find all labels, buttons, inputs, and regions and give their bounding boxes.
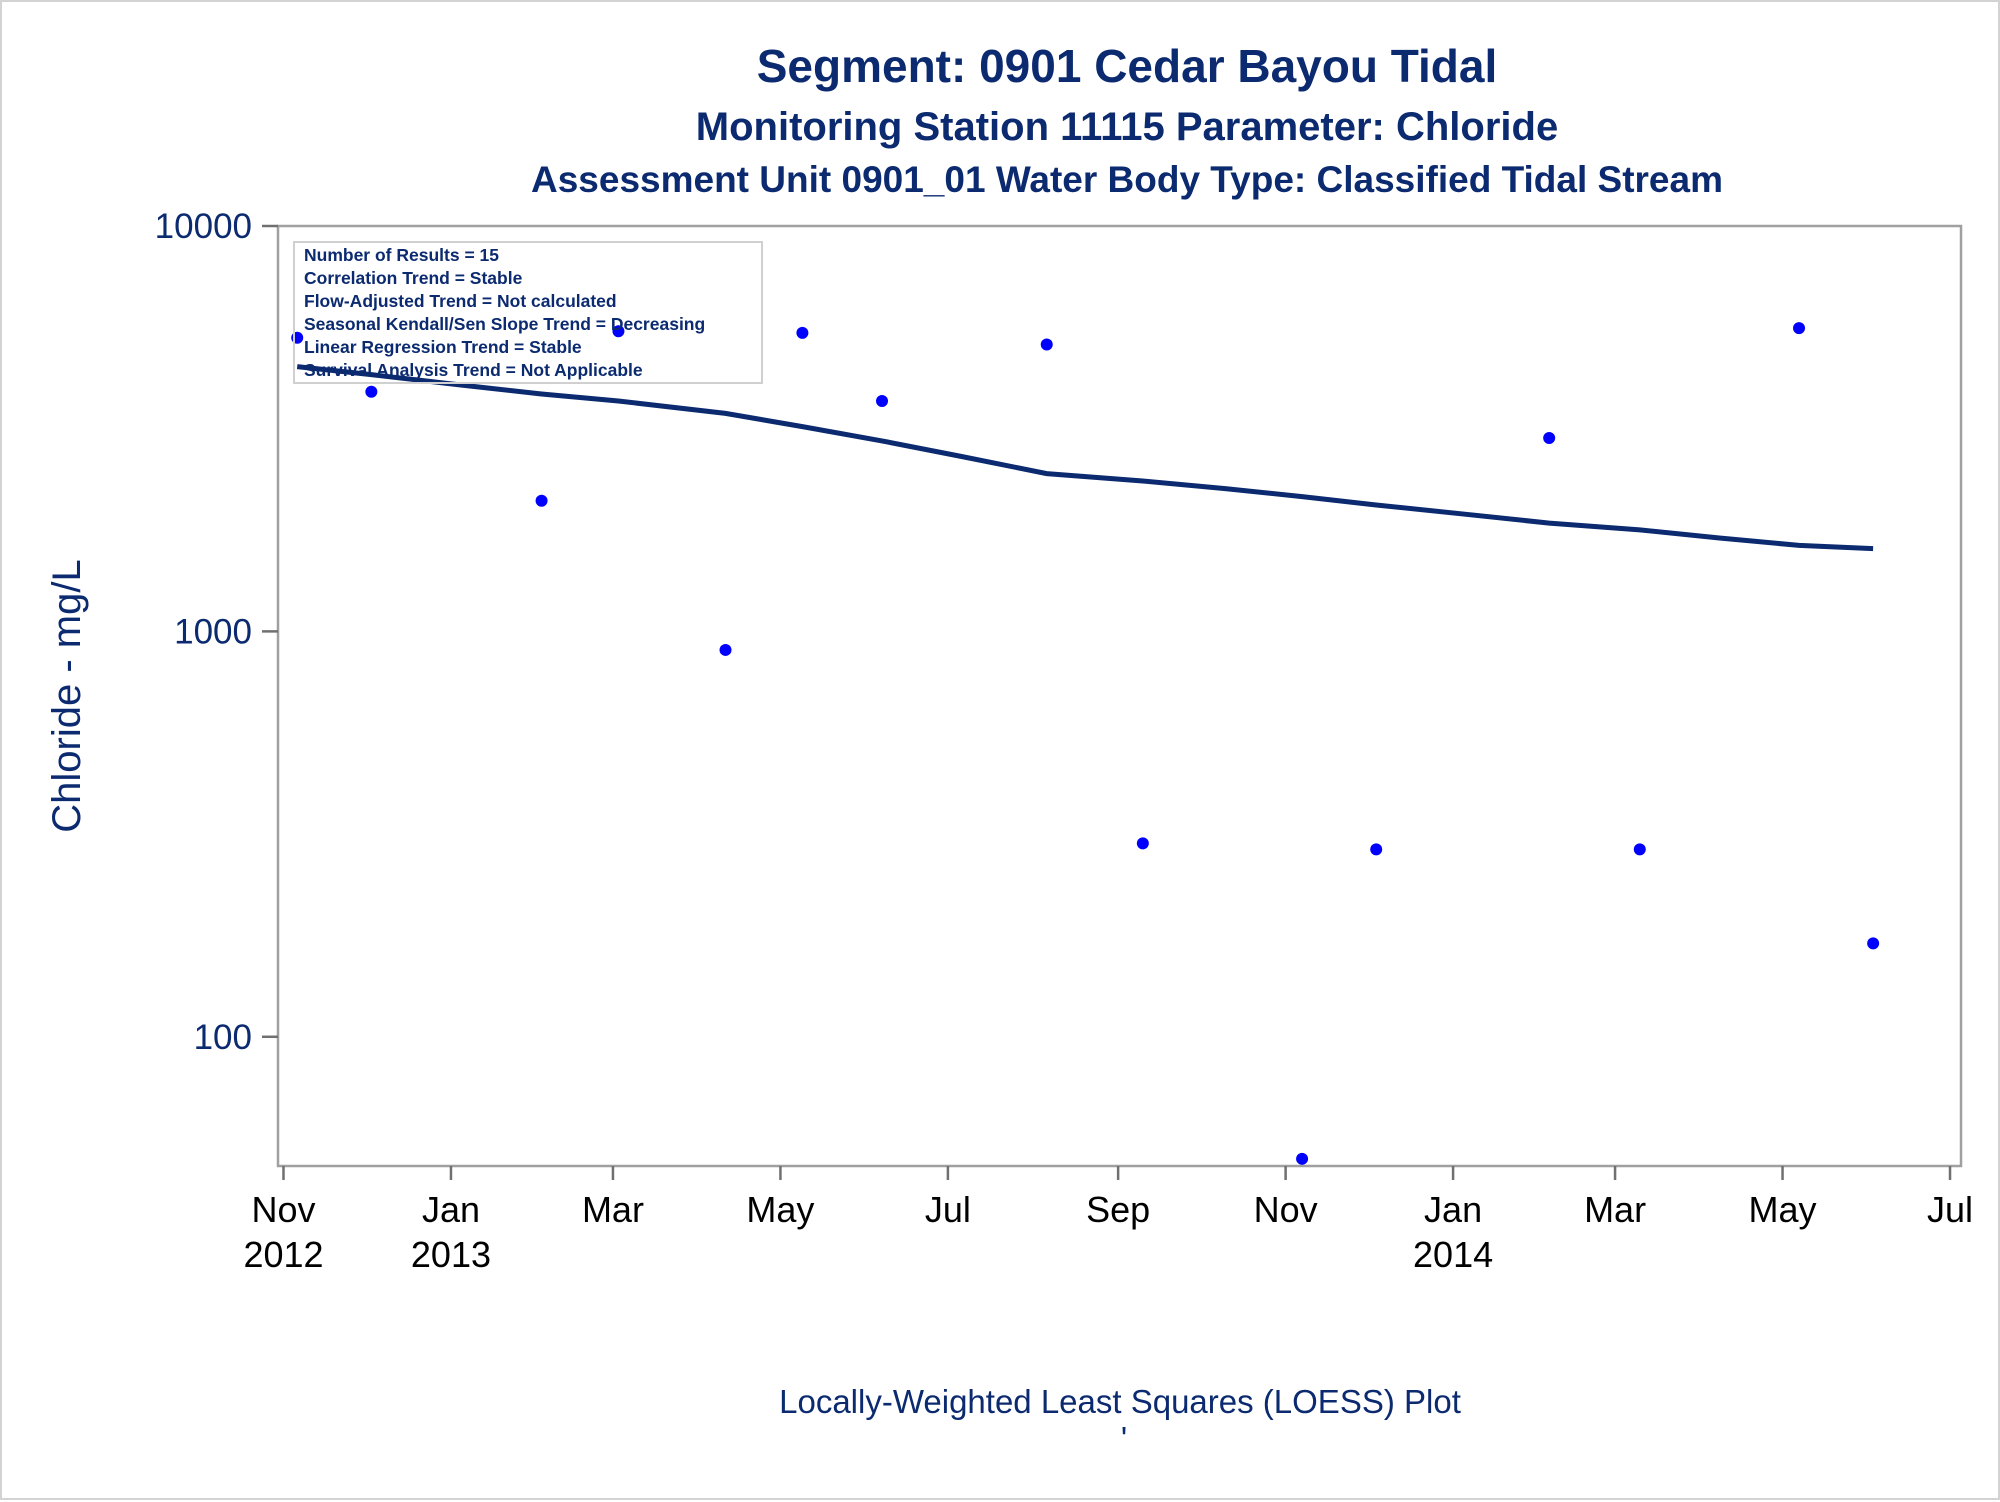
x-tick-label: May	[1749, 1189, 1817, 1230]
y-axis: 10000 1000 100	[155, 207, 278, 1057]
y-tick-label: 1000	[174, 612, 252, 651]
y-tick-label: 100	[194, 1018, 252, 1057]
x-tick-label: Jul	[925, 1189, 971, 1230]
x-tick-label: Mar	[582, 1189, 644, 1230]
y-tick-label: 10000	[155, 207, 252, 246]
data-point	[1040, 338, 1053, 351]
plot-frame	[276, 224, 1963, 1168]
x-tick-year-label: 2013	[411, 1234, 491, 1275]
x-tick-label: May	[746, 1189, 814, 1230]
chart-title: Segment: 0901 Cedar Bayou Tidal	[757, 40, 1498, 92]
footnote-2: '	[1121, 1420, 1127, 1457]
chart-subtitle-2: Assessment Unit 0901_01 Water Body Type:…	[531, 159, 1723, 200]
chart-subtitle: Monitoring Station 11115 Parameter: Chlo…	[696, 105, 1558, 149]
y-axis-label: Chloride - mg/L	[45, 559, 89, 832]
legend-line: Correlation Trend = Stable	[304, 268, 523, 288]
x-tick-label: Jan	[1424, 1189, 1482, 1230]
data-point	[612, 325, 625, 338]
data-point	[876, 395, 889, 408]
legend-line: Seasonal Kendall/Sen Slope Trend = Decre…	[304, 314, 705, 334]
legend-line: Number of Results = 15	[304, 245, 499, 265]
x-tick-label: Jul	[1927, 1189, 1973, 1230]
data-points	[291, 322, 1880, 1165]
data-point	[1867, 937, 1880, 950]
x-tick-label: Nov	[1254, 1189, 1318, 1230]
data-point	[535, 494, 548, 507]
data-point	[1543, 431, 1556, 444]
trend-summary-legend: Number of Results = 15 Correlation Trend …	[293, 241, 763, 384]
legend-line: Linear Regression Trend = Stable	[304, 337, 582, 357]
x-tick-label: Mar	[1584, 1189, 1646, 1230]
footnote: Locally-Weighted Least Squares (LOESS) P…	[779, 1383, 1461, 1420]
data-point	[1370, 843, 1383, 856]
data-point	[796, 326, 809, 339]
data-point	[1633, 843, 1646, 856]
legend-line: Survival Analysis Trend = Not Applicable	[304, 360, 643, 380]
data-point	[1136, 837, 1149, 850]
data-point	[719, 643, 732, 656]
x-tick-year-label: 2014	[1413, 1234, 1493, 1275]
x-tick-label: Jan	[422, 1189, 480, 1230]
x-tick-label: Sep	[1086, 1189, 1150, 1230]
x-tick-year-label: 2012	[243, 1234, 323, 1275]
x-tick-label: Nov	[251, 1189, 315, 1230]
data-point	[1296, 1152, 1309, 1165]
data-point	[365, 385, 378, 398]
legend-box	[293, 241, 763, 384]
data-point	[1793, 322, 1806, 335]
loess-trend-line	[296, 364, 1874, 552]
legend-line: Flow-Adjusted Trend = Not calculated	[304, 291, 617, 311]
